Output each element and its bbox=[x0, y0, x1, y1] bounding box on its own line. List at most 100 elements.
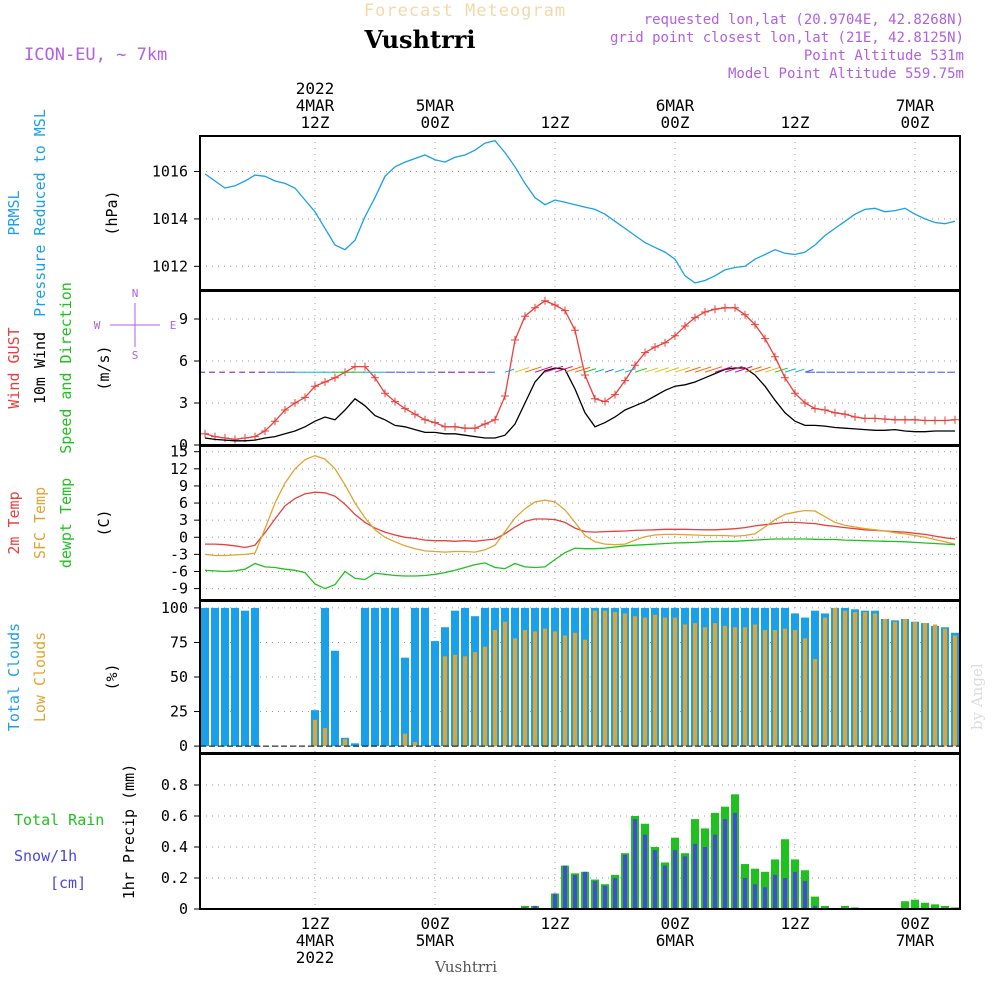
axis-label: Low Clouds bbox=[31, 632, 49, 722]
bar-low-clouds bbox=[903, 618, 907, 747]
gust-marker bbox=[881, 415, 889, 424]
gust-marker bbox=[631, 361, 639, 370]
gust-marker bbox=[311, 382, 319, 391]
gust-marker bbox=[841, 410, 849, 419]
y-tick-label: 75 bbox=[170, 633, 188, 651]
bar-low-clouds bbox=[543, 628, 547, 747]
gust-marker bbox=[201, 429, 209, 438]
series-line-wind-gust bbox=[204, 300, 956, 441]
gust-marker bbox=[941, 416, 949, 425]
wind-direction-arrow bbox=[694, 366, 712, 373]
gust-marker bbox=[671, 331, 679, 340]
top-time-label: 00Z bbox=[661, 113, 690, 132]
gust-marker bbox=[791, 389, 799, 398]
bar-low-clouds bbox=[703, 627, 707, 747]
gust-marker bbox=[851, 413, 859, 421]
gust-marker bbox=[621, 376, 629, 385]
gust-marker bbox=[361, 362, 369, 371]
bar-low-clouds bbox=[683, 624, 687, 747]
bar-snow-1h bbox=[613, 878, 617, 909]
bottom-time-label: 7MAR bbox=[896, 931, 935, 950]
bar-low-clouds bbox=[673, 617, 677, 747]
bar-low-clouds bbox=[503, 621, 507, 747]
gust-marker bbox=[921, 416, 929, 425]
bottom-time-label: 00Z bbox=[901, 914, 930, 933]
bottom-time-label: 6MAR bbox=[656, 931, 695, 950]
wind-direction-arrow bbox=[794, 368, 805, 373]
bar-total-rain bbox=[821, 905, 829, 909]
y-tick-label: 3 bbox=[179, 511, 188, 529]
model-altitude: Model Point Altitude 559.75m bbox=[728, 66, 964, 82]
bar-low-clouds bbox=[473, 652, 477, 747]
wind-direction-arrow bbox=[734, 366, 753, 373]
wind-direction-arrow bbox=[504, 368, 515, 373]
bar-low-clouds bbox=[713, 623, 717, 747]
bar-low-clouds bbox=[583, 639, 587, 747]
bar-total-clouds bbox=[411, 607, 419, 747]
y-tick-label: 25 bbox=[170, 703, 188, 721]
y-tick-label: -3 bbox=[170, 545, 188, 563]
bar-snow-1h bbox=[733, 812, 737, 909]
bottom-time-label: 5MAR bbox=[416, 931, 455, 950]
bar-total-clouds bbox=[391, 607, 399, 747]
precip-panel: 0 0.2 0.4 0.6 0.8 Total Rain Snow/1h [cm] 1hr Pr… bbox=[14, 753, 961, 918]
gust-marker bbox=[831, 408, 839, 417]
gust-marker bbox=[281, 406, 289, 414]
bar-snow-1h bbox=[533, 905, 537, 909]
y-tick-label: 1016 bbox=[152, 163, 188, 181]
wind-direction-arrow bbox=[764, 367, 780, 373]
wind-direction-arrow bbox=[604, 368, 614, 373]
bar-low-clouds bbox=[793, 630, 797, 747]
gust-marker bbox=[721, 303, 729, 312]
bar-snow-1h bbox=[783, 878, 787, 909]
gust-marker bbox=[431, 418, 439, 427]
bar-low-clouds bbox=[613, 612, 617, 747]
y-tick-label: 0 bbox=[179, 436, 188, 454]
bar-total-rain bbox=[911, 899, 919, 909]
snow-label: Snow/1h bbox=[14, 847, 77, 865]
y-tick-label: 0.8 bbox=[161, 776, 188, 794]
gust-marker bbox=[801, 399, 809, 407]
rain-label: Total Rain bbox=[14, 811, 104, 829]
y-tick-label: 0.2 bbox=[161, 869, 188, 887]
bottom-time-label: 2022 bbox=[296, 948, 335, 967]
y-tick-label: 50 bbox=[170, 668, 188, 686]
wind-direction-arrow bbox=[744, 366, 762, 373]
gust-marker bbox=[691, 313, 699, 322]
bar-low-clouds bbox=[533, 631, 537, 747]
bar-snow-1h bbox=[683, 856, 687, 909]
precip-axis-label: 1hr Precip (mm) bbox=[120, 764, 138, 899]
gust-marker bbox=[261, 427, 269, 435]
bar-low-clouds bbox=[743, 627, 747, 747]
top-time-label: 6MAR bbox=[656, 96, 695, 115]
bar-snow-1h bbox=[623, 854, 627, 909]
wind-direction-arrow bbox=[564, 366, 583, 373]
gust-marker bbox=[421, 415, 429, 424]
y-tick-label: 100 bbox=[161, 599, 188, 617]
bar-low-clouds bbox=[863, 612, 867, 747]
bar-low-clouds bbox=[603, 610, 607, 747]
gust-marker bbox=[701, 308, 709, 316]
y-tick-label: 12 bbox=[170, 460, 188, 478]
wind-direction-arrow bbox=[614, 368, 625, 373]
bar-snow-1h bbox=[763, 887, 767, 909]
top-time-label: 4MAR bbox=[296, 96, 335, 115]
top-time-label: 12Z bbox=[781, 113, 810, 132]
bar-total-rain bbox=[841, 905, 849, 909]
bar-snow-1h bbox=[573, 874, 577, 909]
bottom-time-label: 00Z bbox=[661, 914, 690, 933]
wind-direction-arrow bbox=[584, 368, 597, 373]
bar-snow-1h bbox=[643, 834, 647, 909]
point-altitude: Point Altitude 531m bbox=[804, 48, 964, 64]
bottom-time-label: 12Z bbox=[301, 914, 330, 933]
wind-direction-arrow bbox=[714, 366, 733, 373]
bar-low-clouds bbox=[653, 614, 657, 747]
bar-total-rain bbox=[931, 904, 939, 909]
clouds-panel: 0 25 50 75 100 Total Clouds Low Clouds (%) bbox=[5, 599, 961, 755]
y-tick-label: 9 bbox=[179, 310, 188, 328]
gust-marker bbox=[901, 415, 909, 424]
bar-snow-1h bbox=[703, 847, 707, 909]
